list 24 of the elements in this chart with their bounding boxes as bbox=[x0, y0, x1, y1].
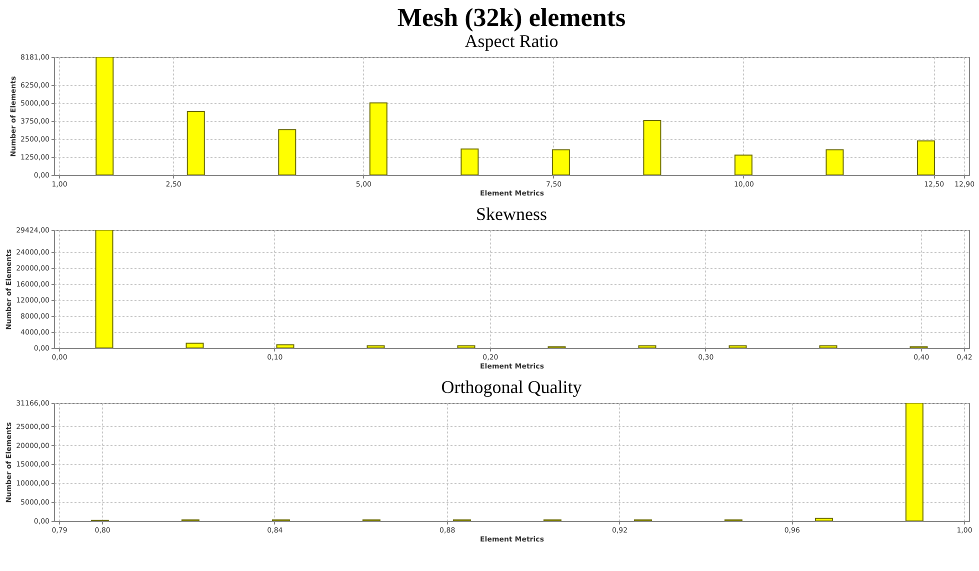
bar bbox=[457, 345, 476, 348]
bar bbox=[460, 148, 479, 175]
bar bbox=[814, 518, 833, 521]
bar bbox=[905, 403, 924, 521]
bar bbox=[96, 57, 114, 175]
chart-subtitle: Aspect Ratio bbox=[464, 31, 558, 51]
chart-title: Mesh (32k) elements bbox=[397, 3, 626, 32]
bar bbox=[366, 345, 385, 348]
chart-title: Skewness bbox=[476, 204, 547, 224]
bar bbox=[369, 102, 388, 175]
bar bbox=[552, 149, 570, 175]
bar bbox=[826, 149, 844, 175]
bar bbox=[916, 140, 935, 175]
bar bbox=[734, 154, 752, 175]
chart-title: Orthogonal Quality bbox=[441, 377, 582, 397]
bar bbox=[278, 129, 296, 175]
bar bbox=[819, 345, 838, 348]
bar bbox=[638, 345, 656, 348]
bar bbox=[728, 345, 747, 348]
bar bbox=[95, 230, 114, 348]
bar bbox=[643, 120, 662, 175]
bar bbox=[186, 342, 204, 348]
bar bbox=[186, 111, 205, 175]
bar bbox=[276, 344, 294, 348]
